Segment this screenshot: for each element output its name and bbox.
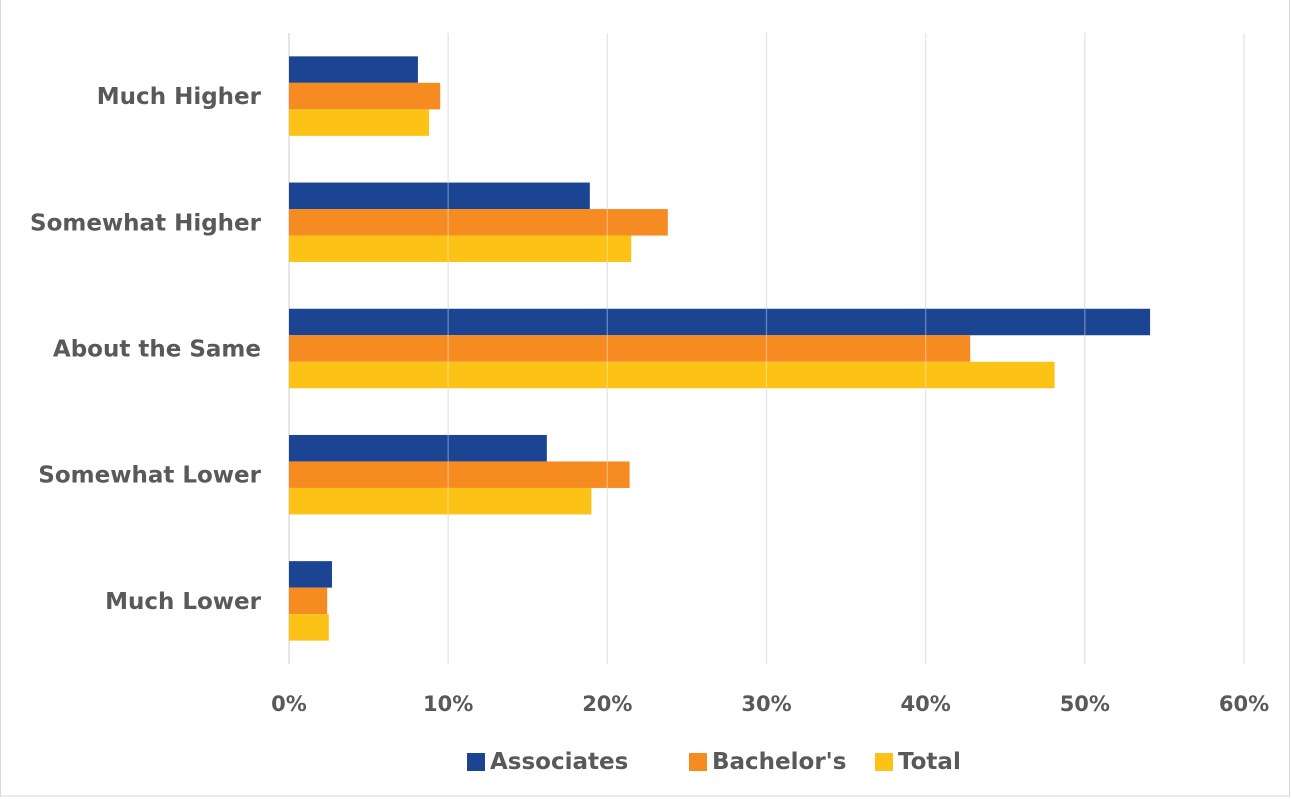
- x-tick-label: 60%: [1219, 692, 1269, 716]
- legend-label: Total: [898, 749, 961, 775]
- bar-associates-somewhat-higher: [289, 182, 590, 210]
- category-labels: Much Higher Somewhat Higher About the Same…: [30, 84, 262, 615]
- bar-associates-about-the-same: [289, 308, 1151, 336]
- bar-associates-much-lower: [289, 561, 332, 588]
- bar-associates-somewhat-lower: [289, 434, 547, 462]
- x-tick-label: 50%: [1060, 692, 1110, 716]
- bar-total-somewhat-lower: [289, 487, 592, 515]
- x-tick-label: 30%: [741, 692, 791, 716]
- category-label: Somewhat Higher: [30, 210, 262, 236]
- legend-swatch: [689, 753, 707, 771]
- category-label: Somewhat Lower: [38, 463, 261, 489]
- bar-bachelor-s-somewhat-higher: [289, 209, 668, 236]
- category-label: Much Higher: [97, 84, 262, 110]
- x-tick-label: 0%: [271, 692, 307, 716]
- bars: [289, 56, 1151, 641]
- legend-swatch: [875, 753, 893, 771]
- category-label: About the Same: [53, 337, 261, 363]
- legend-label: Associates: [490, 749, 628, 775]
- bar-bachelor-s-much-lower: [289, 587, 328, 615]
- bar-associates-much-higher: [289, 56, 418, 83]
- x-tick-label: 40%: [901, 692, 951, 716]
- category-label: Much Lower: [105, 589, 262, 615]
- x-tick-label: 10%: [423, 692, 473, 716]
- bar-bachelor-s-much-higher: [289, 82, 441, 110]
- bar-bachelor-s-about-the-same: [289, 335, 971, 362]
- legend: Associates Bachelor's Total: [467, 749, 961, 775]
- bar-total-much-higher: [289, 109, 430, 136]
- bar-total-much-lower: [289, 614, 329, 641]
- x-tick-label: 20%: [582, 692, 632, 716]
- bar-bachelor-s-somewhat-lower: [289, 461, 630, 488]
- bar-total-about-the-same: [289, 361, 1055, 389]
- tick-labels: 0% 10% 20% 30% 40% 50% 60%: [271, 692, 1269, 716]
- bar-total-somewhat-higher: [289, 235, 632, 263]
- legend-label: Bachelor's: [712, 749, 846, 775]
- legend-swatch: [467, 753, 485, 771]
